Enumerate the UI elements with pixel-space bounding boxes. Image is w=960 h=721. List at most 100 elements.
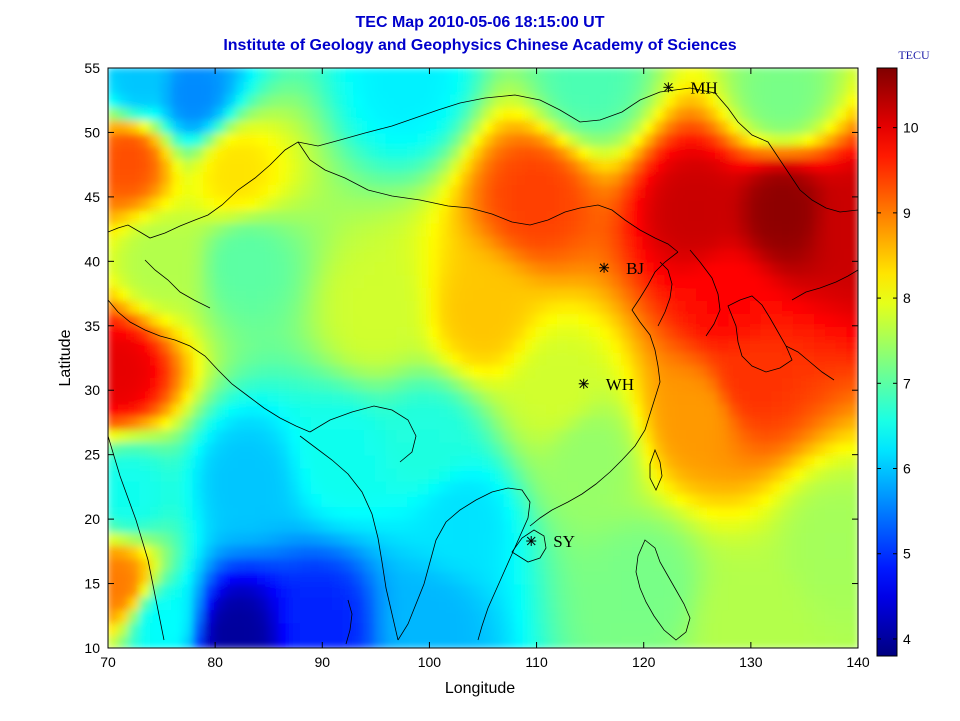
- heat-cell: [642, 518, 656, 533]
- heat-cell: [514, 118, 527, 134]
- heat-cell: [396, 131, 409, 147]
- heat-cell: [182, 234, 195, 250]
- heat-cell: [664, 453, 677, 469]
- heat-cell: [310, 170, 324, 185]
- heat-cell: [246, 595, 259, 611]
- heat-cell: [503, 479, 517, 495]
- heat-cell: [353, 144, 367, 160]
- heat-cell: [589, 311, 602, 327]
- station-marker: [599, 262, 610, 273]
- heat-cell: [514, 337, 527, 353]
- heat-cell: [289, 234, 302, 250]
- heat-cell: [664, 556, 677, 572]
- heat-cell: [782, 350, 795, 366]
- heat-cell: [407, 634, 420, 648]
- heat-cell: [771, 337, 784, 353]
- heat-cell: [374, 427, 388, 443]
- heat-cell: [214, 376, 227, 392]
- heat-cell: [610, 492, 624, 508]
- heat-cell: [771, 273, 784, 289]
- heat-cell: [128, 299, 142, 314]
- heat-cell: [449, 118, 463, 134]
- heat-cell: [546, 363, 559, 379]
- heat-cell: [739, 505, 752, 521]
- heat-cell: [460, 324, 474, 340]
- heat-cell: [117, 389, 131, 405]
- heat-cell: [728, 621, 742, 637]
- heat-cell: [396, 170, 409, 185]
- heat-cell: [674, 415, 688, 430]
- heat-cell: [224, 337, 238, 353]
- heat-cell: [385, 234, 399, 250]
- heat-cell: [192, 260, 206, 276]
- heat-cell: [503, 131, 517, 147]
- heat-cell: [364, 621, 377, 637]
- heat-cell: [108, 556, 120, 572]
- heat-cell: [128, 183, 142, 198]
- heat-cell: [364, 260, 377, 276]
- heat-cell: [267, 505, 281, 521]
- heat-cell: [792, 324, 806, 340]
- heat-cell: [771, 118, 784, 134]
- heat-cell: [407, 183, 420, 198]
- heat-cell: [514, 208, 527, 224]
- heat-cell: [417, 363, 431, 379]
- heat-cell: [396, 556, 409, 572]
- heat-cell: [417, 337, 431, 353]
- heat-cell: [835, 157, 849, 173]
- heat-cell: [578, 260, 592, 276]
- heat-cell: [846, 350, 858, 366]
- heat-cell: [557, 221, 570, 237]
- heat-cell: [257, 479, 270, 495]
- heat-cell: [589, 415, 602, 430]
- heat-cell: [214, 118, 227, 134]
- heat-cell: [557, 311, 570, 327]
- heat-cell: [771, 543, 784, 559]
- heat-cell: [653, 595, 667, 611]
- heat-cell: [128, 595, 142, 611]
- heat-cell: [171, 260, 184, 276]
- heat-cell: [235, 324, 249, 340]
- heat-cell: [728, 157, 742, 173]
- heat-cell: [578, 415, 592, 430]
- heat-cell: [760, 79, 774, 95]
- heat-cell: [803, 402, 817, 417]
- heat-cell: [407, 440, 420, 456]
- heat-cell: [353, 299, 367, 314]
- heat-cell: [128, 208, 142, 224]
- heat-cell: [407, 273, 420, 289]
- heat-cell: [685, 221, 699, 237]
- heat-cell: [449, 518, 463, 533]
- heat-cell: [824, 582, 838, 598]
- heat-cell: [557, 131, 570, 147]
- heat-cell: [321, 221, 334, 237]
- heat-cell: [149, 260, 163, 276]
- heat-cell: [385, 402, 399, 417]
- heat-cell: [385, 543, 399, 559]
- heat-cell: [353, 531, 367, 546]
- heat-cell: [149, 350, 163, 366]
- heat-cell: [246, 350, 259, 366]
- heat-cell: [642, 170, 656, 185]
- heat-cell: [535, 556, 549, 572]
- heat-cell: [621, 595, 634, 611]
- heat-cell: [621, 234, 634, 250]
- heat-cell: [299, 337, 313, 353]
- heat-cell: [160, 531, 174, 546]
- heat-cell: [192, 105, 206, 121]
- heat-cell: [289, 286, 302, 301]
- heat-cell: [685, 234, 699, 250]
- heat-cell: [374, 105, 388, 121]
- heat-cell: [149, 376, 163, 392]
- heat-cell: [149, 105, 163, 121]
- heat-cell: [374, 518, 388, 533]
- heat-cell: [310, 531, 324, 546]
- heat-cell: [471, 440, 484, 456]
- heat-cell: [192, 157, 206, 173]
- heat-cell: [192, 415, 206, 430]
- heat-cell: [385, 582, 399, 598]
- heat-cell: [396, 286, 409, 301]
- heat-cell: [460, 183, 474, 198]
- heat-cell: [278, 79, 292, 95]
- heat-cell: [696, 595, 709, 611]
